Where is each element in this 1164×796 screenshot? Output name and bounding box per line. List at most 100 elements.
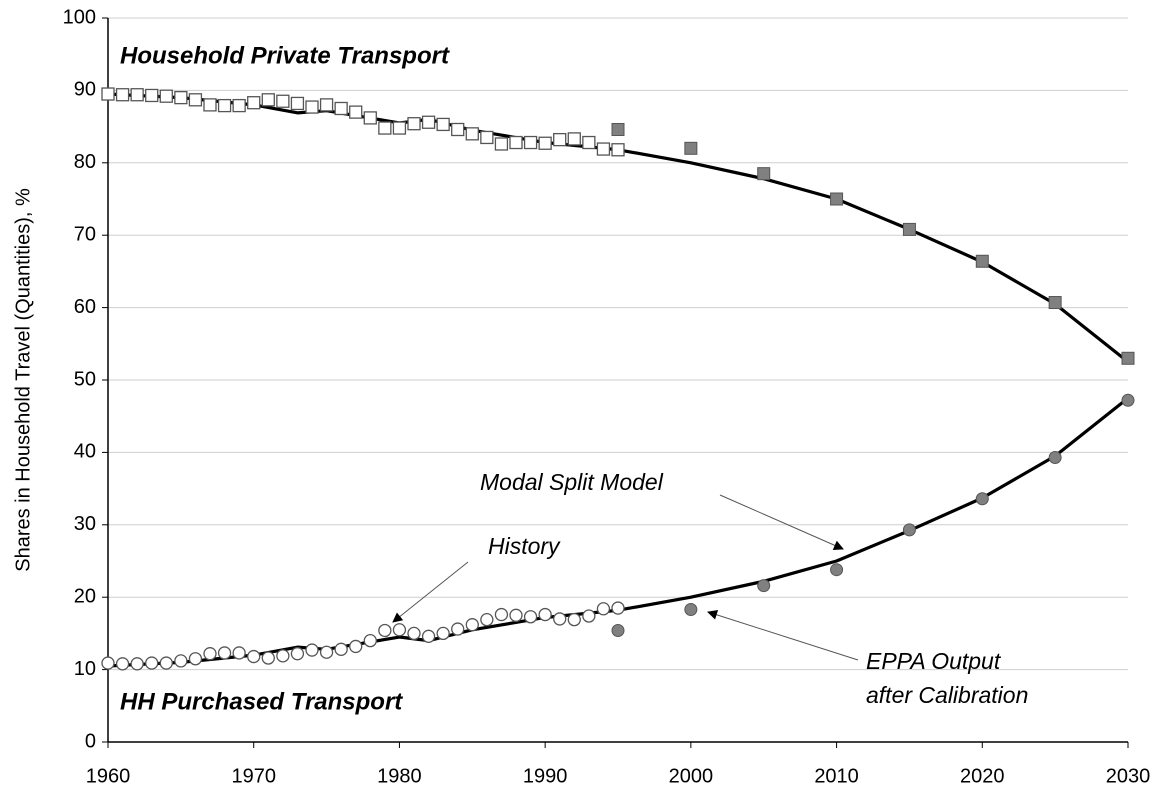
marker	[203, 647, 217, 661]
marker	[480, 612, 494, 627]
x-tick-label: 1960	[86, 765, 131, 787]
marker	[247, 96, 261, 110]
annotation: HH Purchased Transport	[120, 688, 403, 715]
marker	[115, 657, 130, 671]
y-axis-label: Shares in Household Travel (Quantities),…	[12, 188, 34, 572]
marker	[1121, 351, 1135, 365]
marker	[145, 88, 159, 103]
marker	[188, 93, 203, 107]
marker	[567, 612, 581, 627]
marker	[436, 117, 450, 132]
marker	[436, 626, 450, 641]
marker	[174, 90, 188, 105]
marker	[596, 602, 611, 616]
marker	[261, 651, 275, 665]
y-tick-label: 60	[74, 296, 96, 318]
marker	[494, 137, 509, 151]
marker	[174, 654, 188, 668]
marker	[203, 98, 217, 112]
marker	[451, 122, 465, 137]
marker	[523, 135, 538, 150]
marker	[611, 143, 625, 157]
marker	[130, 657, 144, 671]
marker	[363, 633, 377, 648]
marker	[582, 609, 596, 623]
marker	[830, 563, 844, 577]
marker	[305, 100, 319, 114]
marker	[757, 579, 771, 593]
arrow	[719, 494, 844, 550]
arrow	[707, 609, 859, 661]
marker	[159, 656, 173, 670]
y-tick-label: 10	[74, 658, 96, 680]
marker	[290, 96, 305, 111]
marker	[247, 649, 261, 664]
marker	[421, 115, 436, 129]
marker	[975, 254, 989, 268]
y-tick-label: 70	[74, 223, 96, 245]
y-tick-label: 30	[74, 513, 96, 535]
marker	[451, 622, 465, 636]
marker	[305, 643, 319, 657]
marker	[553, 612, 567, 626]
marker	[217, 646, 232, 660]
x-tick-label: 1970	[231, 765, 276, 787]
annotation: after Calibration	[866, 682, 1028, 708]
marker	[363, 111, 377, 125]
marker	[290, 647, 305, 661]
marker	[975, 492, 989, 506]
marker	[509, 608, 523, 622]
marker	[1048, 450, 1062, 464]
marker	[101, 656, 115, 670]
y-tick-label: 100	[63, 6, 96, 28]
y-tick-label: 50	[74, 368, 96, 390]
marker	[523, 610, 538, 624]
marker	[392, 121, 407, 135]
marker	[421, 629, 436, 643]
x-tick-label: 1990	[523, 765, 568, 787]
marker	[480, 130, 494, 145]
annotation: Household Private Transport	[120, 42, 450, 69]
marker	[684, 603, 698, 617]
marker	[334, 642, 348, 656]
marker	[319, 645, 334, 659]
marker	[334, 101, 348, 116]
y-tick-label: 40	[74, 441, 96, 463]
marker	[261, 93, 275, 107]
marker	[130, 88, 144, 102]
marker	[407, 626, 421, 641]
y-tick-label: 90	[74, 79, 96, 101]
marker	[902, 222, 916, 236]
marker	[582, 135, 596, 150]
y-tick-label: 80	[74, 151, 96, 173]
marker	[757, 167, 771, 181]
x-tick-label: 1980	[377, 765, 422, 787]
marker	[349, 639, 363, 654]
marker	[902, 523, 916, 537]
marker	[319, 98, 334, 112]
marker	[509, 135, 523, 150]
marker	[596, 142, 611, 156]
marker	[232, 98, 246, 113]
annotation: History	[488, 533, 561, 559]
marker	[611, 122, 625, 136]
marker	[349, 105, 363, 119]
y-tick-label: 0	[85, 730, 96, 752]
marker	[378, 623, 392, 638]
marker	[538, 136, 552, 150]
marker	[407, 117, 421, 131]
marker	[1048, 296, 1062, 310]
marker	[159, 89, 173, 103]
marker	[115, 88, 130, 102]
x-tick-label: 2000	[669, 765, 714, 787]
marker	[145, 656, 159, 670]
arrow	[392, 561, 469, 623]
marker	[392, 623, 407, 637]
x-tick-label: 2010	[814, 765, 859, 787]
marker	[378, 121, 392, 135]
marker	[101, 87, 115, 101]
y-tick-label: 20	[74, 585, 96, 607]
grid	[102, 17, 1129, 748]
marker	[494, 607, 509, 622]
